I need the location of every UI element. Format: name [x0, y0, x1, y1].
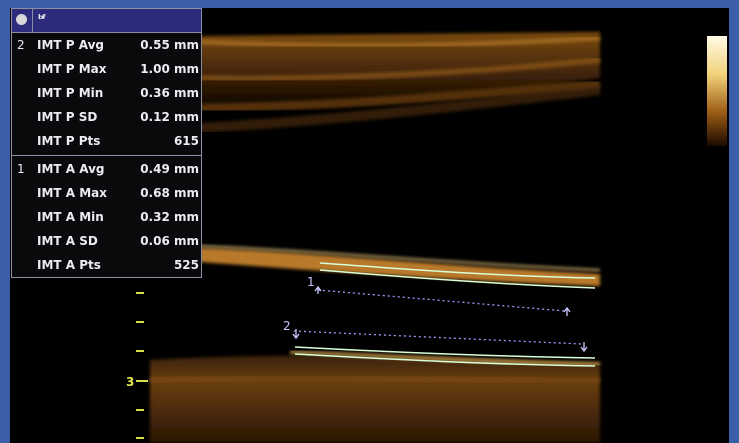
imt-a-pts-row: IMT A Pts 525: [12, 253, 201, 277]
metric-value: 0.49 mm: [140, 162, 199, 176]
metric-label: IMT A Avg: [37, 162, 105, 176]
group-index: 2: [17, 38, 25, 52]
metric-value: 0.12 mm: [140, 110, 199, 124]
group-index: 1: [17, 162, 25, 176]
metric-value: 1.00 mm: [140, 62, 199, 76]
metric-value: 0.68 mm: [140, 186, 199, 200]
metric-label: IMT A SD: [37, 234, 98, 248]
imt-p-min-row: IMT P Min 0.36 mm: [12, 81, 201, 105]
imt-p-avg-row: 2 IMT P Avg 0.55 mm: [12, 33, 201, 57]
panel-header: ᵇᶠ: [12, 9, 201, 33]
anterior-lumen-trace: [319, 262, 596, 279]
metric-label: IMT A Min: [37, 210, 104, 224]
group-divider: [12, 155, 201, 156]
near-tissue: [200, 32, 600, 104]
grayscale-bar: [707, 36, 727, 146]
metric-label: IMT A Max: [37, 186, 108, 200]
metric-value: 525: [173, 258, 199, 272]
imt-a-sd-row: IMT A SD 0.06 mm: [12, 229, 201, 253]
arrow-down-icon: [580, 342, 588, 353]
anterior-wall: [200, 248, 600, 286]
bf-icon[interactable]: ᵇᶠ: [38, 12, 46, 26]
metric-label: IMT P Min: [37, 86, 104, 100]
cursor-line-1[interactable]: [317, 289, 566, 312]
ultrasound-image: 1 2 3: [126, 32, 727, 443]
anterior-group: 1 IMT A Avg 0.49 mm IMT A Max 0.68 mm IM…: [12, 157, 201, 277]
depth-label: 3: [126, 375, 134, 389]
cursor-label-2: 2: [283, 319, 291, 333]
header-divider: [32, 9, 33, 32]
arrow-up-icon: [314, 285, 322, 294]
record-icon[interactable]: [16, 14, 27, 25]
imt-p-max-row: IMT P Max 1.00 mm: [12, 57, 201, 81]
imt-a-avg-row: 1 IMT A Avg 0.49 mm: [12, 157, 201, 181]
metric-label: IMT P Max: [37, 62, 107, 76]
imt-a-min-row: IMT A Min 0.32 mm: [12, 205, 201, 229]
posterior-media-trace: [294, 353, 596, 367]
ultrasound-viewport[interactable]: 1 2 3: [10, 8, 729, 443]
imt-p-pts-row: IMT P Pts 615: [12, 129, 201, 153]
metric-value: 615: [173, 134, 199, 148]
imt-measurement-panel: ᵇᶠ 2 IMT P Avg 0.55 mm IMT P Max 1.00 mm…: [11, 8, 202, 278]
arrow-down-icon: [292, 329, 300, 340]
metric-label: IMT P Avg: [37, 38, 105, 52]
arrow-up-icon: [563, 306, 571, 316]
cursor-line-2[interactable]: [293, 330, 583, 345]
metric-value: 0.32 mm: [140, 210, 199, 224]
posterior-lumen-trace: [294, 346, 596, 359]
imt-a-max-row: IMT A Max 0.68 mm: [12, 181, 201, 205]
depth-scale: [136, 292, 148, 439]
metric-value: 0.55 mm: [140, 38, 199, 52]
cursor-label-1: 1: [307, 275, 315, 289]
metric-value: 0.06 mm: [140, 234, 199, 248]
metric-value: 0.36 mm: [140, 86, 199, 100]
posterior-wall: [150, 355, 600, 443]
metric-label: IMT P Pts: [37, 134, 101, 148]
imt-p-sd-row: IMT P SD 0.12 mm: [12, 105, 201, 129]
anterior-media-trace: [319, 269, 596, 289]
posterior-group: 2 IMT P Avg 0.55 mm IMT P Max 1.00 mm IM…: [12, 33, 201, 153]
metric-label: IMT A Pts: [37, 258, 101, 272]
metric-label: IMT P SD: [37, 110, 98, 124]
